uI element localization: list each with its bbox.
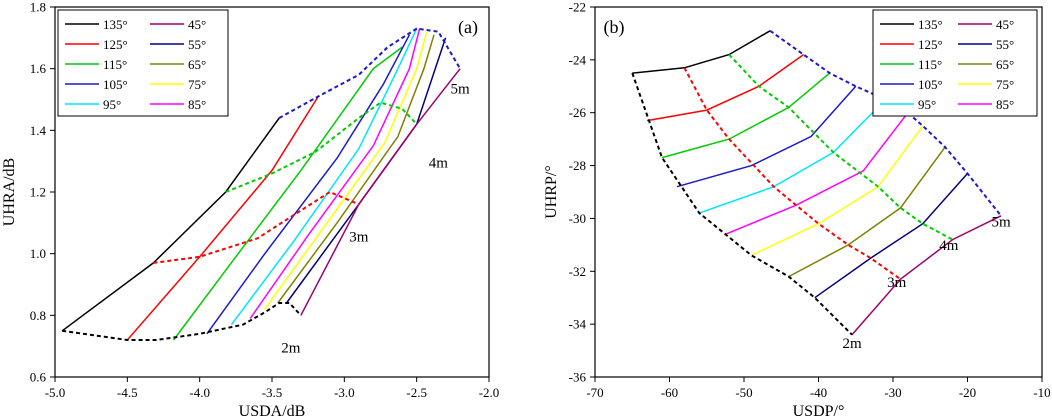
legend-label-95: 95°	[103, 97, 121, 112]
series-line-105	[206, 34, 411, 335]
x-tick-label: -20	[959, 385, 976, 400]
x-tick-label: -3.0	[334, 385, 355, 400]
series-line-95	[699, 98, 887, 214]
series-line-75	[751, 125, 924, 257]
x-axis-title: USDP/°	[793, 403, 845, 418]
distance-label-2m: 2m	[842, 336, 862, 352]
legend-label-105: 105°	[918, 77, 943, 92]
distance-curve-4m	[728, 53, 954, 241]
x-tick-label: -3.5	[262, 385, 283, 400]
y-tick-label: -30	[569, 211, 586, 226]
x-tick-label: -40	[810, 385, 827, 400]
legend-label-45: 45°	[996, 17, 1014, 32]
series-line-95	[230, 28, 418, 326]
y-axis-title: UHRP/°	[543, 165, 560, 219]
y-tick-label: -22	[569, 0, 586, 15]
panel-label: (a)	[458, 17, 478, 38]
series-line-115	[172, 46, 403, 341]
chart-panel-a: -5.0 -4.5 -4.0 -3.5 -3.0 -2.5 -2.0 0.6 0.8 1.0 1.2…	[1, 0, 499, 418]
legend-label-75: 75°	[996, 77, 1014, 92]
series-line-45	[300, 68, 461, 316]
y-axis-title: UHRA/dB	[1, 158, 18, 226]
distance-label-5m: 5m	[991, 214, 1011, 230]
series-line-125	[646, 53, 805, 122]
distance-label-3m: 3m	[887, 275, 907, 291]
series-line-55	[285, 37, 447, 304]
x-tick-label: -4.0	[189, 385, 210, 400]
distance-curve-3m	[153, 190, 360, 264]
series-line-65	[277, 34, 435, 304]
y-tick-label: 0.6	[30, 370, 47, 385]
legend-label-135: 135°	[918, 17, 943, 32]
distance-label-3m: 3m	[349, 229, 369, 245]
legend-label-95: 95°	[918, 97, 936, 112]
series-line-45	[851, 215, 1002, 336]
series-line-85	[249, 28, 421, 319]
x-tick-label: -30	[884, 385, 901, 400]
legend-label-135: 135°	[103, 17, 128, 32]
y-tick-label: -36	[569, 370, 587, 385]
x-tick-label: -4.5	[117, 385, 138, 400]
y-tick-label: 1.0	[30, 246, 46, 261]
legend: 135° 125° 115° 105° 95° 45° 55° 65° 75° 85°	[57, 9, 229, 117]
series-line-135	[632, 30, 771, 74]
legend-label-75: 75°	[188, 77, 206, 92]
y-tick-label: 1.4	[30, 123, 47, 138]
series-line-85	[725, 112, 909, 235]
x-tick-label: -5.0	[45, 385, 66, 400]
distance-curve-2m	[62, 302, 302, 341]
legend-box	[57, 9, 229, 117]
x-tick-label: -50	[735, 385, 752, 400]
chart-panel-b: -70 -60 -50 -40 -30 -20 -10 -36 -34 -32 -30 -28 -26 -…	[543, 0, 1051, 418]
distance-label-2m: 2m	[281, 340, 301, 356]
x-tick-label: -60	[661, 385, 678, 400]
x-tick-label: -70	[586, 385, 603, 400]
series-line-115	[661, 72, 831, 159]
plot-area	[61, 27, 461, 341]
y-tick-label: 1.8	[30, 0, 46, 15]
series-line-105	[676, 85, 857, 188]
distance-label-4m: 4m	[429, 155, 449, 171]
distance-curve-4m	[225, 101, 418, 193]
legend-label-115: 115°	[103, 57, 127, 72]
y-tick-label: -28	[569, 158, 586, 173]
distance-label-5m: 5m	[450, 81, 470, 97]
y-tick-label: -34	[569, 317, 587, 332]
legend-label-85: 85°	[188, 97, 206, 112]
series-line-55	[814, 173, 969, 299]
y-tick-label: 1.6	[30, 61, 47, 76]
x-axis-title: USDA/dB	[239, 403, 306, 418]
distance-curve-5m	[278, 27, 461, 119]
legend-label-115: 115°	[918, 57, 942, 72]
panel-label: (b)	[604, 17, 625, 38]
x-tick-label: -10	[1033, 385, 1050, 400]
legend: 135° 125° 115° 105° 95° 45° 55° 65° 75° 85°	[872, 9, 1038, 117]
legend-box	[872, 9, 1038, 117]
series-line-125	[126, 96, 319, 341]
y-tick-label: 0.8	[30, 308, 46, 323]
distance-label-4m: 4m	[939, 238, 959, 254]
legend-label-125: 125°	[103, 37, 128, 52]
legend-label-85: 85°	[996, 97, 1014, 112]
legend-label-55: 55°	[188, 37, 206, 52]
y-tick-label: -32	[569, 264, 586, 279]
legend-label-55: 55°	[996, 37, 1014, 52]
y-tick-label: -24	[569, 52, 587, 67]
legend-label-65: 65°	[188, 57, 206, 72]
distance-curve-3m	[683, 67, 902, 281]
series-line-135	[61, 117, 280, 332]
x-tick-label: -2.0	[479, 385, 500, 400]
x-tick-label: -2.5	[406, 385, 427, 400]
legend-label-65: 65°	[996, 57, 1014, 72]
plot-area	[631, 29, 1002, 336]
legend-label-105: 105°	[103, 77, 128, 92]
series-line-75	[264, 31, 428, 310]
series-line-65	[788, 146, 946, 278]
y-tick-label: 1.2	[30, 185, 46, 200]
legend-label-45: 45°	[188, 17, 206, 32]
legend-label-125: 125°	[918, 37, 943, 52]
y-tick-label: -26	[569, 105, 587, 120]
